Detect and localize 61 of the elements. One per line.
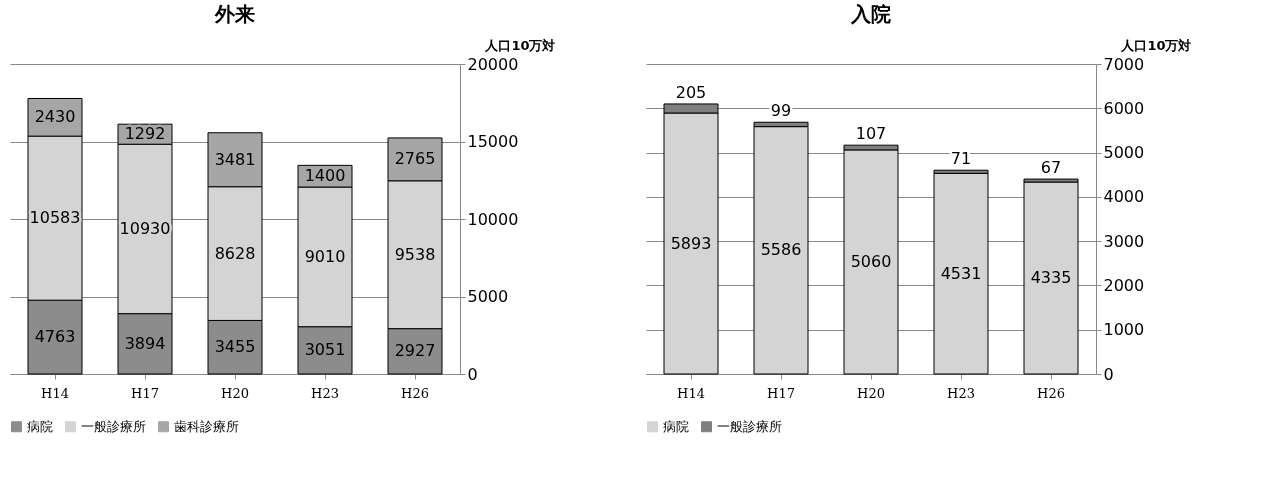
data-label: 2765 [394,149,436,169]
x-tick-label: H26 [1037,385,1065,401]
legend-label: 歯科診療所 [174,418,239,434]
y-tick-label: 7000 [1103,54,1145,74]
legend-label: 病院 [27,418,53,434]
y-tick-label: 15000 [467,132,519,151]
y-tick-label: 5000 [1103,143,1145,163]
chart-title: 外来 [214,2,255,26]
bar [753,126,809,375]
y-tick-label: 0 [1103,364,1114,384]
x-tick-label: H20 [221,385,249,401]
data-label: 10583 [29,208,81,228]
data-label: 2927 [394,341,436,361]
data-label: 5060 [850,251,892,271]
y-tick-label: 1000 [1103,320,1145,340]
x-tick-label: H17 [131,385,159,401]
data-label: 3481 [214,149,256,169]
bar [1023,181,1079,375]
bar [843,149,899,375]
data-label: 205 [675,82,707,102]
data-label: 3455 [214,337,256,357]
legend-label: 一般診療所 [81,418,146,434]
data-label: 3051 [304,340,346,360]
y-tick-label: 4000 [1103,187,1145,207]
data-label: 9010 [304,246,346,266]
data-label: 99 [770,101,792,121]
data-label: 3894 [124,333,166,353]
y-tick-label: 10000 [467,209,519,229]
data-label: 1292 [124,124,166,144]
x-tick-label: H14 [41,385,69,401]
data-label: 9538 [394,244,436,264]
y-axis-title: 人口10万対 [484,37,556,53]
data-label: 71 [950,149,972,169]
bar [933,172,989,375]
y-tick-label: 2000 [1103,275,1145,295]
y-tick-label: 3000 [1103,231,1145,251]
y-tick-label: 6000 [1103,98,1145,118]
chart-title: 入院 [850,2,891,26]
data-label: 8628 [214,243,256,263]
data-label: 4763 [34,327,76,347]
y-tick-label: 20000 [467,54,519,74]
legend-label: 一般診療所 [717,418,782,434]
data-label: 2430 [34,107,76,127]
data-label: 4531 [940,263,982,283]
legend-label: 病院 [663,418,689,434]
data-label: 107 [855,124,887,144]
x-tick-label: H23 [947,385,975,401]
x-tick-label: H17 [767,385,795,401]
x-tick-label: H14 [677,385,705,401]
y-tick-label: 0 [467,364,478,384]
data-label: 1400 [304,166,346,186]
x-tick-label: H20 [857,385,885,401]
data-label: 5586 [760,240,802,260]
data-label: 4335 [1030,268,1072,288]
x-tick-label: H23 [311,385,339,401]
data-label: 5893 [670,233,712,253]
x-tick-label: H26 [401,385,429,401]
y-tick-label: 5000 [467,287,509,306]
data-label: 10930 [119,218,171,238]
data-label: 67 [1040,158,1062,178]
y-axis-title: 人口10万対 [1120,37,1192,53]
